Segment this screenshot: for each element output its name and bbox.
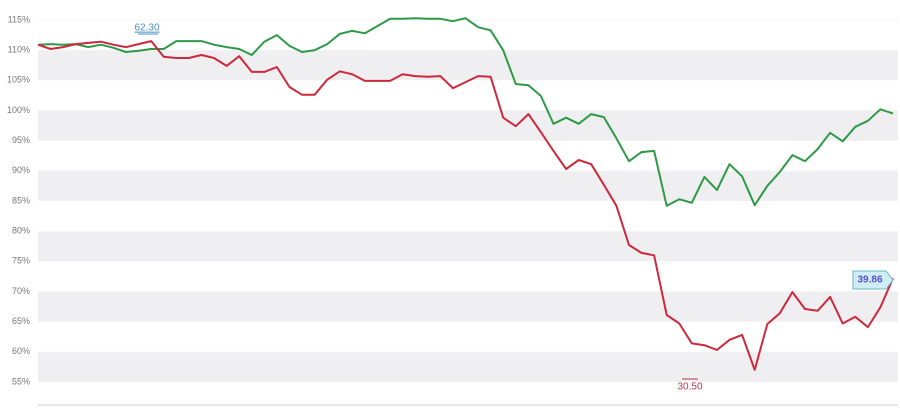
series-line (37, 17, 894, 207)
annotation: 39.86 (857, 275, 882, 286)
y-tick-label: 65% (12, 316, 30, 326)
y-tick-label: 85% (12, 195, 30, 205)
annotation-box (852, 270, 894, 290)
grid-band (38, 291, 898, 322)
annotation: 30.50 (677, 382, 702, 393)
series-line (37, 40, 894, 371)
bands (38, 50, 898, 382)
y-tick-label: 80% (12, 226, 30, 236)
annotation: 62.30 (134, 23, 159, 34)
grid-band (38, 110, 898, 141)
grid-band (38, 351, 898, 382)
y-tick-label: 55% (12, 376, 30, 386)
y-tick-label: 100% (7, 105, 30, 115)
y-tick-label: 110% (8, 45, 30, 55)
y-tick-label: 60% (12, 346, 30, 356)
y-tick-label: 105% (7, 75, 30, 85)
y-tick-label: 95% (12, 135, 30, 145)
y-tick-label: 70% (12, 286, 30, 296)
grid-band (38, 231, 898, 262)
y-tick-label: 90% (12, 165, 30, 175)
grid-band (38, 170, 898, 201)
y-tick-label: 115% (8, 14, 30, 24)
y-tick-label: 75% (12, 256, 30, 266)
grid-band (38, 50, 898, 81)
